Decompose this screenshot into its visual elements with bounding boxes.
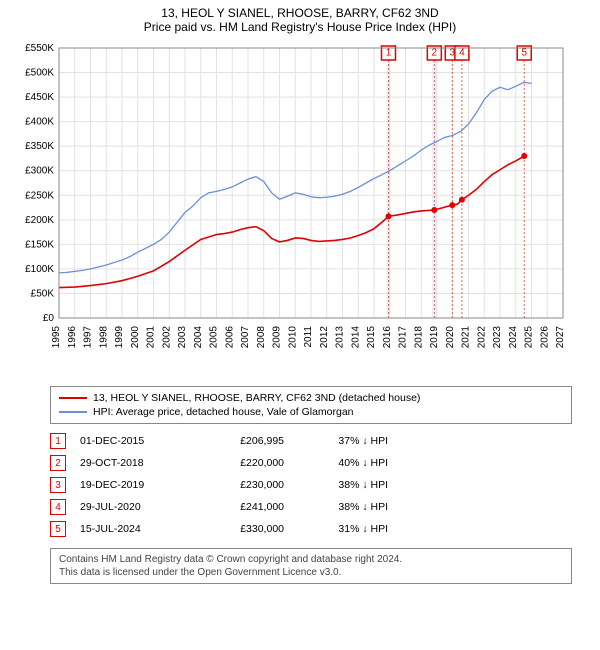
transaction-delta: 40% ↓ HPI xyxy=(298,457,388,469)
footer-line2: This data is licensed under the Open Gov… xyxy=(59,566,563,579)
svg-text:2008: 2008 xyxy=(256,326,267,349)
svg-text:£550K: £550K xyxy=(25,43,54,54)
svg-text:2020: 2020 xyxy=(445,326,456,349)
svg-text:2024: 2024 xyxy=(508,326,519,349)
transaction-marker: 4 xyxy=(50,499,66,515)
legend-label-price-paid: 13, HEOL Y SIANEL, RHOOSE, BARRY, CF62 3… xyxy=(93,392,420,404)
transaction-date: 29-JUL-2020 xyxy=(80,501,180,513)
svg-text:2003: 2003 xyxy=(177,326,188,349)
svg-text:1995: 1995 xyxy=(51,326,62,349)
svg-text:2022: 2022 xyxy=(476,326,487,349)
title-subtitle: Price paid vs. HM Land Registry's House … xyxy=(6,20,594,34)
transaction-marker: 3 xyxy=(50,477,66,493)
chart-title-block: 13, HEOL Y SIANEL, RHOOSE, BARRY, CF62 3… xyxy=(6,6,594,34)
transaction-price: £330,000 xyxy=(194,523,284,535)
transaction-delta: 31% ↓ HPI xyxy=(298,523,388,535)
price-chart: £0 £50K £100K £150K £200K £250K £300K £350K £400… xyxy=(15,38,585,378)
svg-text:2009: 2009 xyxy=(272,326,283,349)
transaction-delta: 37% ↓ HPI xyxy=(298,435,388,447)
transaction-date: 29-OCT-2018 xyxy=(80,457,180,469)
transactions-table: 1 01-DEC-2015 £206,995 37% ↓ HPI 2 29-OCT-201… xyxy=(50,430,572,540)
svg-text:2004: 2004 xyxy=(193,326,204,349)
svg-text:2026: 2026 xyxy=(539,326,550,349)
svg-text:2019: 2019 xyxy=(429,326,440,349)
svg-text:2018: 2018 xyxy=(413,326,424,349)
svg-text:4: 4 xyxy=(459,48,465,59)
svg-text:2006: 2006 xyxy=(224,326,235,349)
transaction-delta: 38% ↓ HPI xyxy=(298,479,388,491)
legend-label-hpi: HPI: Average price, detached house, Vale… xyxy=(93,406,354,418)
svg-text:£100K: £100K xyxy=(25,264,54,275)
svg-text:1999: 1999 xyxy=(114,326,125,349)
legend: 13, HEOL Y SIANEL, RHOOSE, BARRY, CF62 3… xyxy=(50,386,572,424)
svg-text:£450K: £450K xyxy=(25,92,54,103)
svg-text:2027: 2027 xyxy=(555,326,566,349)
legend-row-price-paid: 13, HEOL Y SIANEL, RHOOSE, BARRY, CF62 3… xyxy=(59,391,563,405)
svg-text:1996: 1996 xyxy=(67,326,78,349)
svg-text:2014: 2014 xyxy=(350,326,361,349)
svg-text:2013: 2013 xyxy=(335,326,346,349)
transaction-price: £241,000 xyxy=(194,501,284,513)
svg-text:1998: 1998 xyxy=(98,326,109,349)
transaction-price: £206,995 xyxy=(194,435,284,447)
svg-text:£50K: £50K xyxy=(31,288,55,299)
svg-text:2017: 2017 xyxy=(398,326,409,349)
svg-text:£400K: £400K xyxy=(25,117,54,128)
legend-swatch-price-paid xyxy=(59,397,87,399)
svg-text:£200K: £200K xyxy=(25,215,54,226)
transaction-price: £220,000 xyxy=(194,457,284,469)
transaction-marker: 5 xyxy=(50,521,66,537)
svg-text:£150K: £150K xyxy=(25,239,54,250)
svg-text:2021: 2021 xyxy=(461,326,472,349)
transaction-row: 5 15-JUL-2024 £330,000 31% ↓ HPI xyxy=(50,518,572,540)
transaction-marker: 2 xyxy=(50,455,66,471)
svg-text:2007: 2007 xyxy=(240,326,251,349)
transaction-date: 15-JUL-2024 xyxy=(80,523,180,535)
svg-text:2011: 2011 xyxy=(303,326,314,348)
svg-text:2001: 2001 xyxy=(146,326,157,349)
svg-text:2: 2 xyxy=(432,48,438,59)
svg-text:2023: 2023 xyxy=(492,326,503,349)
chart-container: £0 £50K £100K £150K £200K £250K £300K £350K £400… xyxy=(15,38,585,378)
svg-text:2000: 2000 xyxy=(130,326,141,349)
svg-text:1997: 1997 xyxy=(83,326,94,349)
transaction-price: £230,000 xyxy=(194,479,284,491)
svg-text:2016: 2016 xyxy=(382,326,393,349)
svg-text:2012: 2012 xyxy=(319,326,330,349)
svg-text:£500K: £500K xyxy=(25,68,54,79)
svg-text:5: 5 xyxy=(521,48,527,59)
legend-swatch-hpi xyxy=(59,411,87,413)
svg-text:£250K: £250K xyxy=(25,190,54,201)
transaction-row: 2 29-OCT-2018 £220,000 40% ↓ HPI xyxy=(50,452,572,474)
svg-text:2002: 2002 xyxy=(161,326,172,349)
svg-text:2025: 2025 xyxy=(524,326,535,349)
svg-text:£300K: £300K xyxy=(25,166,54,177)
transaction-marker: 1 xyxy=(50,433,66,449)
svg-text:2010: 2010 xyxy=(287,326,298,349)
title-address: 13, HEOL Y SIANEL, RHOOSE, BARRY, CF62 3… xyxy=(6,6,594,20)
svg-text:2005: 2005 xyxy=(209,326,220,349)
transaction-date: 01-DEC-2015 xyxy=(80,435,180,447)
footer-line1: Contains HM Land Registry data © Crown c… xyxy=(59,553,563,566)
legend-row-hpi: HPI: Average price, detached house, Vale… xyxy=(59,405,563,419)
svg-text:2015: 2015 xyxy=(366,326,377,349)
transaction-date: 19-DEC-2019 xyxy=(80,479,180,491)
svg-text:1: 1 xyxy=(386,48,392,59)
footer-licence: Contains HM Land Registry data © Crown c… xyxy=(50,548,572,584)
transaction-row: 3 19-DEC-2019 £230,000 38% ↓ HPI xyxy=(50,474,572,496)
svg-text:£0: £0 xyxy=(43,313,55,324)
svg-text:£350K: £350K xyxy=(25,141,54,152)
transaction-delta: 38% ↓ HPI xyxy=(298,501,388,513)
transaction-row: 1 01-DEC-2015 £206,995 37% ↓ HPI xyxy=(50,430,572,452)
transaction-row: 4 29-JUL-2020 £241,000 38% ↓ HPI xyxy=(50,496,572,518)
